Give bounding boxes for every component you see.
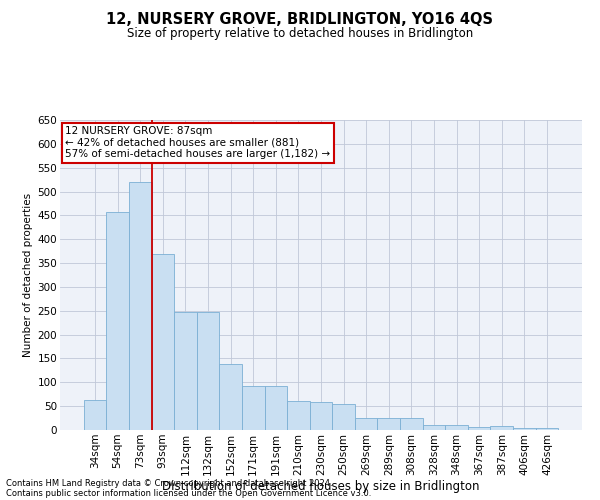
Bar xyxy=(265,386,287,430)
Bar xyxy=(332,404,355,430)
Bar xyxy=(513,428,536,430)
Bar xyxy=(174,312,197,430)
Bar xyxy=(287,402,310,430)
Bar xyxy=(129,182,152,430)
Bar xyxy=(422,425,445,430)
Text: Contains HM Land Registry data © Crown copyright and database right 2024.: Contains HM Land Registry data © Crown c… xyxy=(6,478,332,488)
Bar xyxy=(536,428,558,430)
Bar xyxy=(400,418,422,430)
Text: Size of property relative to detached houses in Bridlington: Size of property relative to detached ho… xyxy=(127,28,473,40)
Bar xyxy=(310,402,332,430)
Bar xyxy=(106,212,129,430)
Bar xyxy=(377,418,400,430)
Text: 12, NURSERY GROVE, BRIDLINGTON, YO16 4QS: 12, NURSERY GROVE, BRIDLINGTON, YO16 4QS xyxy=(107,12,493,28)
Text: 12 NURSERY GROVE: 87sqm
← 42% of detached houses are smaller (881)
57% of semi-d: 12 NURSERY GROVE: 87sqm ← 42% of detache… xyxy=(65,126,331,160)
Bar xyxy=(355,418,377,430)
Bar xyxy=(84,400,106,430)
Bar xyxy=(445,425,468,430)
Bar xyxy=(152,254,174,430)
Bar xyxy=(242,386,265,430)
X-axis label: Distribution of detached houses by size in Bridlington: Distribution of detached houses by size … xyxy=(162,480,480,494)
Bar xyxy=(197,312,220,430)
Bar xyxy=(468,427,490,430)
Y-axis label: Number of detached properties: Number of detached properties xyxy=(23,193,34,357)
Bar xyxy=(220,364,242,430)
Bar xyxy=(490,426,513,430)
Text: Contains public sector information licensed under the Open Government Licence v3: Contains public sector information licen… xyxy=(6,488,371,498)
